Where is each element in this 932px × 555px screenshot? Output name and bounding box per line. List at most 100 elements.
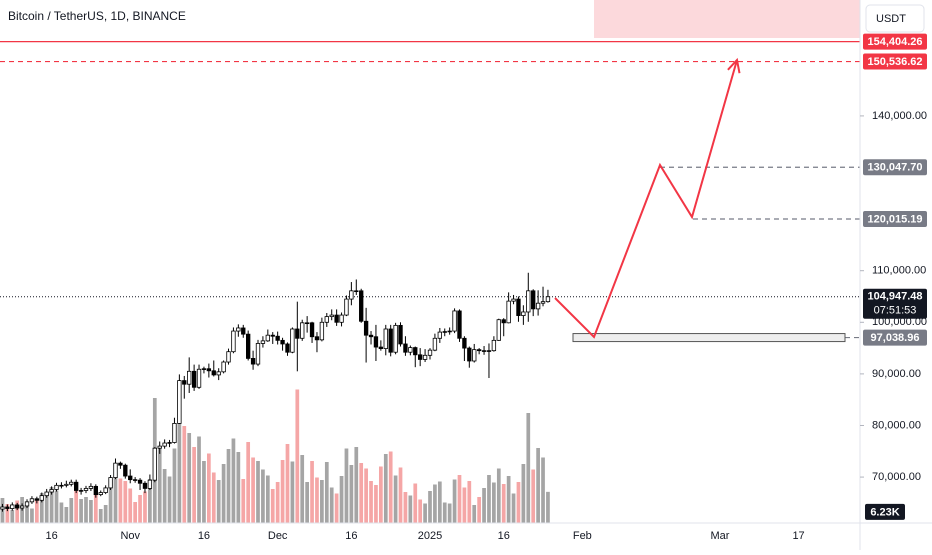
volume-bar — [39, 493, 44, 523]
volume-bar — [216, 480, 221, 523]
volume-bar — [501, 484, 506, 523]
candle-body — [467, 347, 472, 362]
volume-bar — [344, 448, 349, 523]
currency-label[interactable]: USDT — [876, 13, 906, 25]
candle-body — [354, 290, 359, 293]
volume-bar — [123, 481, 128, 523]
volume-bar — [177, 420, 182, 523]
candle-body — [157, 445, 162, 449]
x-tick-label: 17 — [792, 530, 804, 542]
candle-body — [290, 328, 295, 353]
volume-bar — [403, 492, 408, 523]
volume-bar — [15, 500, 20, 523]
volume-bar — [452, 479, 457, 523]
volume-bar — [546, 491, 550, 523]
candle-body — [324, 316, 329, 323]
volume-bar — [270, 489, 275, 523]
volume-bar — [207, 453, 211, 523]
candle-body — [300, 322, 305, 339]
volume-bar — [74, 489, 79, 523]
candle-body — [137, 479, 143, 484]
candle-body — [511, 298, 516, 302]
volume-bar — [310, 461, 314, 523]
x-tick-label: 16 — [345, 530, 357, 542]
x-tick-label: Feb — [573, 530, 592, 542]
volume-bar — [334, 493, 339, 523]
candle-body — [535, 302, 541, 310]
candle-body — [49, 489, 54, 493]
volume-bar — [383, 454, 388, 523]
candle-body — [413, 347, 418, 356]
volume-bar — [182, 426, 187, 523]
volume-bar — [192, 447, 196, 523]
candle-body — [418, 354, 423, 360]
level-label-bg — [863, 33, 927, 50]
y-tick-label: 100,000.00 — [872, 316, 927, 328]
candle-body — [241, 327, 246, 335]
candle-body — [462, 337, 467, 349]
candle-body — [44, 491, 49, 497]
volume-bar — [251, 457, 255, 523]
volume-bar — [487, 475, 491, 523]
candle-body — [236, 327, 241, 332]
volume-bar — [128, 488, 133, 523]
volume-bar — [364, 468, 368, 523]
candle-body — [270, 334, 275, 337]
level-label: 150,536.62 — [867, 56, 922, 68]
candle-body — [221, 361, 226, 373]
candle-body — [285, 343, 290, 353]
candle-body — [0, 506, 5, 510]
candle-body — [246, 333, 251, 359]
level-label: 130,047.70 — [867, 162, 922, 174]
candle-body — [132, 479, 138, 481]
candle-body — [88, 485, 94, 489]
candles — [0, 272, 551, 512]
volume-bar — [496, 468, 501, 523]
candle-body — [408, 347, 413, 353]
candle-body — [481, 350, 487, 352]
level-label-bg — [863, 53, 927, 70]
x-tick-label: 16 — [45, 530, 57, 542]
symbol-title: Bitcoin / TetherUS, 1D, BINANCE — [8, 9, 186, 23]
volume-bar — [162, 469, 167, 523]
volume-bar — [433, 484, 437, 523]
candle-body — [349, 290, 354, 300]
currency-button[interactable] — [865, 4, 925, 33]
volume-bar — [536, 448, 540, 523]
candle-body — [78, 490, 84, 492]
volume-bar — [467, 481, 472, 523]
last-price-label: 104,947.48 — [867, 291, 922, 303]
candle-body — [260, 340, 266, 344]
candle-body — [29, 498, 35, 503]
candle-body — [393, 324, 398, 353]
volume-bar — [202, 461, 206, 523]
candle-body — [304, 322, 310, 325]
volume-bar — [197, 436, 201, 523]
volume-bar — [354, 447, 359, 523]
candle-body — [177, 380, 182, 424]
volume-bar — [442, 502, 447, 523]
candle-body — [526, 290, 531, 313]
last-price-bg — [863, 288, 927, 319]
volume-bar — [108, 484, 113, 523]
candle-body — [383, 328, 388, 350]
candle-body — [211, 370, 216, 376]
volume-bar — [428, 491, 432, 523]
volume-bar — [506, 476, 511, 523]
volume-bar — [118, 478, 123, 523]
volume-bar — [280, 460, 285, 523]
volume-bar — [35, 499, 39, 523]
volume-bar — [324, 462, 329, 523]
price-axis: 70,000.00 80,000.00 90,000.00 100,000.00 110… — [860, 110, 927, 483]
candle-body — [10, 504, 15, 509]
candle-body — [83, 488, 89, 491]
volume-bar — [241, 479, 246, 523]
candle-body — [275, 335, 280, 341]
candle-body — [378, 346, 384, 350]
candle-body — [329, 314, 334, 318]
candle-body — [250, 358, 256, 365]
volume-bar — [526, 413, 531, 523]
volume-bar — [413, 483, 418, 523]
candle-body — [309, 322, 315, 338]
